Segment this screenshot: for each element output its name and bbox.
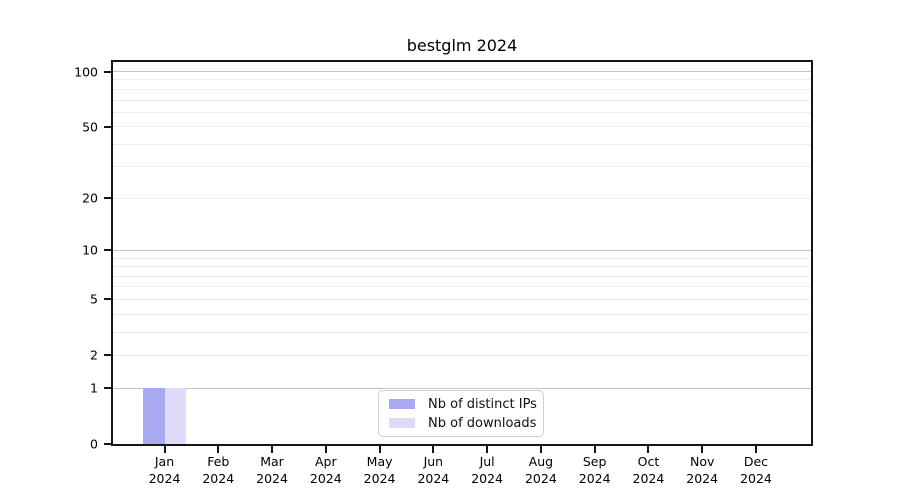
legend-swatch-distinct-ips xyxy=(389,399,415,409)
bar-downloads xyxy=(164,388,186,444)
minor-gridline xyxy=(113,266,811,267)
x-tick-label: Jun 2024 xyxy=(401,453,465,487)
x-tick-mark xyxy=(701,446,704,453)
y-tick-mark xyxy=(104,249,111,252)
x-tick-mark xyxy=(432,446,435,453)
x-tick-mark xyxy=(647,446,650,453)
legend: Nb of distinct IPs Nb of downloads xyxy=(378,390,544,437)
legend-item-downloads: Nb of downloads xyxy=(389,415,537,431)
y-tick-label: 50 xyxy=(82,119,98,135)
x-tick-label: Jan 2024 xyxy=(133,453,197,487)
y-tick-mark xyxy=(104,298,111,301)
x-tick-label: May 2024 xyxy=(348,453,412,487)
x-tick-month: Jan xyxy=(154,454,175,469)
grid-layer xyxy=(113,62,811,444)
x-tick-month: Apr xyxy=(314,454,337,469)
chart-title: bestglm 2024 xyxy=(406,36,518,55)
legend-label-distinct-ips: Nb of distinct IPs xyxy=(428,396,537,412)
minor-gridline xyxy=(113,112,811,113)
y-tick-mark xyxy=(104,125,111,128)
x-tick-month: Sep xyxy=(582,454,607,469)
x-tick-label: Mar 2024 xyxy=(240,453,304,487)
x-tick-year: 2024 xyxy=(471,471,504,486)
x-tick-mark xyxy=(486,446,489,453)
x-tick-year: 2024 xyxy=(363,471,396,486)
x-tick-label: Aug 2024 xyxy=(509,453,573,487)
x-tick-month: Feb xyxy=(207,454,230,469)
minor-gridline xyxy=(113,144,811,145)
minor-gridline xyxy=(113,286,811,287)
y-tick-label: 100 xyxy=(74,64,98,80)
x-tick-label: Oct 2024 xyxy=(616,453,680,487)
x-tick-year: 2024 xyxy=(148,471,181,486)
minor-gridline xyxy=(113,276,811,277)
minor-gridline xyxy=(113,79,811,80)
minor-gridline xyxy=(113,332,811,333)
major-gridline xyxy=(113,250,811,251)
x-tick-year: 2024 xyxy=(524,471,557,486)
x-tick-mark xyxy=(754,446,757,453)
x-tick-label: Nov 2024 xyxy=(670,453,734,487)
minor-gridline xyxy=(113,89,811,90)
x-tick-month: Oct xyxy=(637,454,660,469)
major-gridline xyxy=(113,388,811,389)
x-tick-month: Mar xyxy=(260,454,284,469)
x-tick-mark xyxy=(271,446,274,453)
x-tick-mark xyxy=(324,446,327,453)
x-tick-year: 2024 xyxy=(578,471,611,486)
y-tick-mark xyxy=(104,443,111,445)
x-tick-year: 2024 xyxy=(256,471,288,486)
legend-item-distinct-ips: Nb of distinct IPs xyxy=(389,397,537,412)
x-tick-mark xyxy=(593,446,596,453)
x-tick-mark xyxy=(217,446,220,453)
y-tick-label: 10 xyxy=(82,242,98,258)
x-tick-mark xyxy=(539,446,542,453)
x-tick-month: Nov xyxy=(689,454,715,469)
x-tick-month: Jun xyxy=(423,454,444,469)
x-tick-label: Dec 2024 xyxy=(724,453,788,487)
minor-gridline xyxy=(113,100,811,101)
y-tick-label: 20 xyxy=(82,190,98,206)
x-tick-month: Jul xyxy=(479,454,495,469)
y-tick-mark xyxy=(104,354,111,357)
y-tick-label: 1 xyxy=(90,380,98,396)
x-tick-mark xyxy=(378,446,381,453)
minor-gridline xyxy=(113,314,811,315)
x-tick-month: Dec xyxy=(743,454,769,469)
legend-label-downloads: Nb of downloads xyxy=(428,415,537,431)
major-gridline xyxy=(113,126,811,127)
legend-swatch-downloads xyxy=(389,418,415,428)
x-tick-month: Aug xyxy=(528,454,554,469)
y-tick-label: 5 xyxy=(90,291,98,307)
x-tick-label: Jul 2024 xyxy=(455,453,519,487)
minor-gridline xyxy=(113,166,811,167)
x-tick-year: 2024 xyxy=(309,471,342,486)
x-tick-year: 2024 xyxy=(632,471,665,486)
minor-gridline xyxy=(113,258,811,259)
major-gridline xyxy=(113,299,811,300)
x-tick-mark xyxy=(163,446,166,453)
x-tick-label: Apr 2024 xyxy=(294,453,358,487)
x-tick-year: 2024 xyxy=(740,471,772,486)
x-tick-month: May xyxy=(366,454,393,469)
y-tick-mark xyxy=(104,387,111,390)
x-tick-label: Feb 2024 xyxy=(186,453,250,487)
x-tick-year: 2024 xyxy=(202,471,235,486)
major-gridline xyxy=(113,355,811,356)
x-tick-label: Sep 2024 xyxy=(563,453,627,487)
major-gridline xyxy=(113,71,811,72)
y-tick-mark xyxy=(104,70,111,73)
bar-distinct-ips xyxy=(143,388,165,444)
x-tick-year: 2024 xyxy=(417,471,450,486)
plot-area xyxy=(111,60,813,446)
bars-layer xyxy=(113,62,811,444)
y-tick-mark xyxy=(104,197,111,200)
y-tick-label: 2 xyxy=(90,347,98,363)
x-tick-year: 2024 xyxy=(686,471,719,486)
major-gridline xyxy=(113,198,811,199)
y-tick-label: 0 xyxy=(90,436,98,452)
